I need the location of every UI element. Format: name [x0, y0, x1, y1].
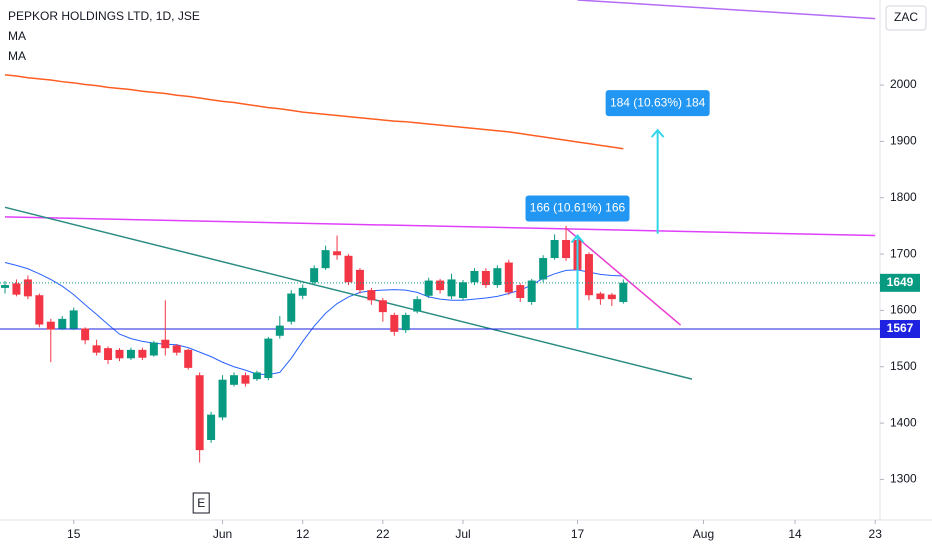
x-tick-label: Jul [455, 527, 470, 541]
measure-label-group: 166 (10.61%) 166 [525, 195, 630, 222]
candle-body [241, 375, 250, 384]
legend-entry: MA [8, 29, 26, 43]
candle-body [81, 328, 90, 341]
currency: ZAC [894, 10, 918, 24]
candle-body [401, 314, 410, 331]
candle-body [207, 414, 216, 440]
candle-body [12, 283, 21, 295]
candle-body [58, 318, 67, 329]
ma-line [4, 74, 624, 150]
candle-body [46, 321, 55, 330]
candle-body [527, 280, 536, 302]
candle-body [138, 349, 147, 358]
candle-body [481, 270, 490, 286]
measure-label: 166 (10.61%) 166 [530, 201, 626, 215]
candle-body [230, 375, 238, 385]
candle-body [23, 279, 32, 297]
candle-body [504, 262, 513, 293]
candle-body [298, 287, 307, 296]
measure-label-box [605, 90, 710, 117]
candle-body [333, 251, 342, 256]
candle-body [584, 254, 593, 296]
chart-title: PEPKOR HOLDINGS LTD, 1D, JSE [8, 9, 200, 23]
candle-body [550, 240, 559, 259]
y-tick-label: 1700 [890, 246, 917, 260]
trend-line [4, 216, 876, 237]
last-price-label: 1649 [887, 275, 914, 289]
y-tick-label: 1300 [890, 472, 917, 486]
candle-body [69, 310, 78, 329]
candle-body [447, 279, 456, 297]
candle-body [149, 342, 158, 356]
x-tick-label: 14 [788, 527, 802, 541]
x-tick-label: 23 [869, 527, 883, 541]
candle-body [607, 294, 616, 300]
y-tick-label: 1600 [890, 303, 917, 317]
measure-label-group: 184 (10.63%) 184 [605, 90, 710, 117]
plot [0, 0, 880, 463]
candle-body [184, 349, 193, 368]
event-label: E [197, 496, 205, 510]
candle-body [493, 268, 502, 286]
y-tick-label: 1900 [890, 134, 917, 148]
candle-body [562, 240, 571, 259]
x-tick-label: 22 [376, 527, 390, 541]
y-tick-label: 1400 [890, 415, 917, 429]
candle-body [344, 255, 353, 283]
candle-body [378, 300, 387, 313]
candle-body [115, 349, 124, 359]
legend-entry: MA [8, 49, 26, 63]
measure-arrowhead [570, 233, 585, 244]
candle-body [104, 348, 113, 360]
candle-body [275, 325, 284, 336]
trend-line [577, 0, 876, 20]
candle-body [516, 285, 525, 299]
hline-label-box [880, 320, 920, 339]
candle-body [252, 372, 261, 380]
candle-body [539, 258, 548, 280]
currency-box[interactable] [885, 5, 927, 31]
y-tick-label: 2000 [890, 77, 917, 91]
candle-body [619, 282, 628, 302]
candle-body [92, 345, 101, 353]
candle-body [287, 293, 296, 322]
measure-arrowhead [650, 128, 665, 138]
candle-body [218, 379, 227, 418]
candle-body [161, 339, 170, 349]
trend-line [565, 227, 682, 326]
x-tick-label: 12 [296, 527, 310, 541]
y-tick-label: 1500 [890, 359, 917, 373]
x-tick-label: 17 [571, 527, 585, 541]
candle-body [172, 345, 181, 353]
candle-body [596, 293, 605, 300]
candle-body [390, 314, 399, 332]
x-tick-label: Aug [693, 527, 714, 541]
event-marker [192, 492, 210, 514]
last-price-box [880, 273, 920, 292]
candle-body [355, 269, 364, 291]
candle-body [321, 250, 330, 269]
x-tick-label: 15 [67, 527, 81, 541]
candle-body [310, 268, 319, 283]
candle-body [195, 375, 204, 451]
trend-line [4, 206, 693, 380]
candle-body [424, 280, 433, 296]
x-tick-label: Jun [213, 527, 232, 541]
candle-body [264, 338, 273, 379]
measure-label-box [525, 195, 630, 222]
measure-label: 184 (10.63%) 184 [610, 95, 706, 109]
candle-body [413, 299, 422, 312]
hline-label: 1567 [887, 321, 914, 335]
candle-body [367, 290, 376, 301]
candle-body [459, 282, 467, 299]
candle-body [1, 285, 9, 288]
candle-body [35, 295, 44, 325]
candle-body [436, 280, 445, 291]
candle-body [126, 349, 135, 359]
y-tick-label: 1800 [890, 190, 917, 204]
candle-body [470, 270, 479, 283]
